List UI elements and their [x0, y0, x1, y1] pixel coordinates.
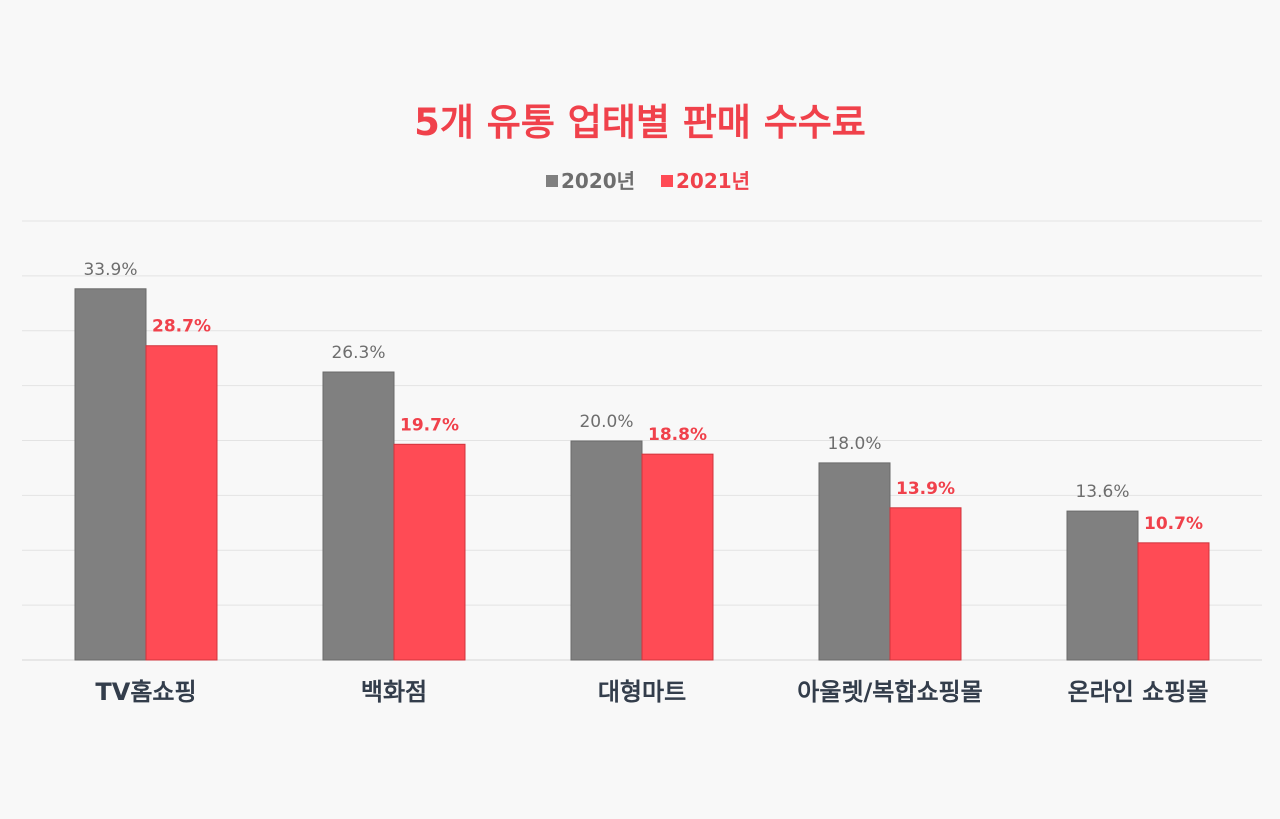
- category-label: 대형마트: [598, 678, 686, 706]
- category-label: 백화점: [361, 678, 427, 706]
- data-label: 19.7%: [400, 415, 459, 435]
- data-label: 28.7%: [152, 317, 211, 337]
- bar: [570, 440, 643, 661]
- bar: [145, 345, 218, 661]
- chart-title: 5개 유통 업태별 판매 수수료: [414, 101, 866, 144]
- category-labels: TV홈쇼핑 백화점 대형마트 아울렛/복합쇼핑몰 온라인 쇼핑몰: [95, 678, 1208, 706]
- legend-swatch: [546, 175, 558, 187]
- data-labels: 33.9% 28.7% 26.3% 19.7% 20.0% 18.8% 18.0% 13.9%…: [83, 260, 1203, 534]
- data-label: 18.0%: [827, 434, 881, 454]
- bar: [1066, 510, 1139, 661]
- data-label: 26.3%: [331, 343, 385, 363]
- data-label: 20.0%: [579, 412, 633, 432]
- bar: [889, 507, 962, 661]
- category-label: 온라인 쇼핑몰: [1068, 678, 1209, 706]
- bar: [393, 443, 466, 661]
- bar: [641, 453, 714, 661]
- bar: [322, 371, 395, 661]
- data-label: 13.9%: [896, 479, 955, 499]
- legend-swatch: [661, 175, 673, 187]
- legend-label: 2021년: [676, 169, 750, 193]
- legend-label: 2020년: [561, 169, 635, 193]
- bar: [1137, 542, 1210, 661]
- data-label: 10.7%: [1144, 514, 1203, 534]
- bar: [74, 288, 147, 661]
- data-label: 18.8%: [648, 425, 707, 445]
- bar: [818, 462, 891, 661]
- bars: [74, 288, 1210, 661]
- data-label: 13.6%: [1075, 482, 1129, 502]
- data-label: 33.9%: [83, 260, 137, 280]
- legend: 2020년 2021년: [546, 169, 750, 193]
- category-label: 아울렛/복합쇼핑몰: [797, 678, 982, 706]
- category-label: TV홈쇼핑: [95, 678, 196, 706]
